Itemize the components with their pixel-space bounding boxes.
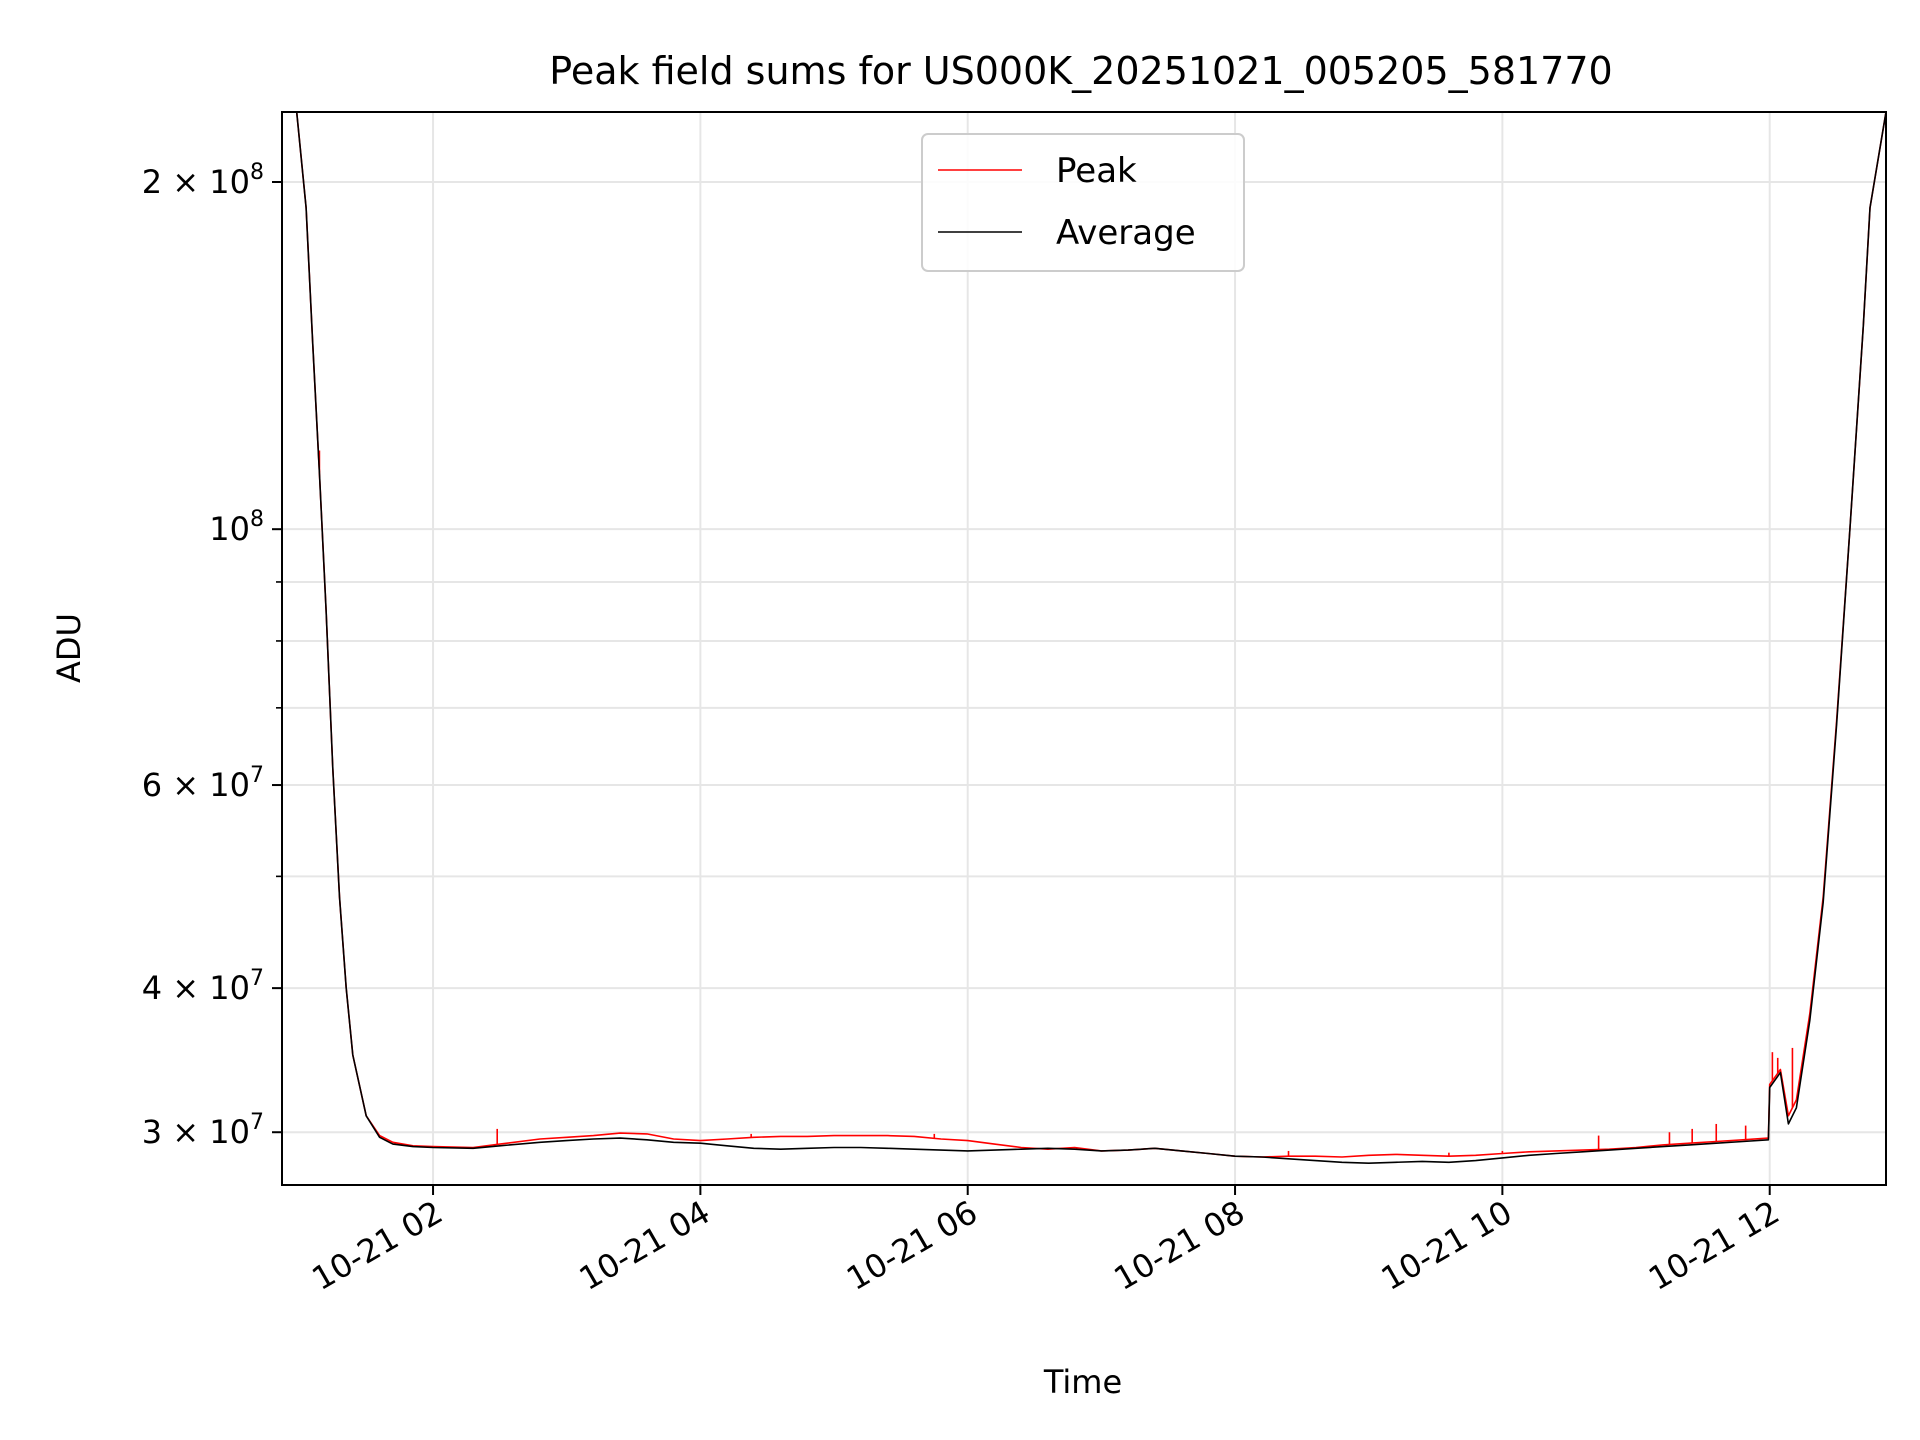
y-tick-label: 108 [209, 507, 264, 548]
grid [282, 112, 1886, 1185]
x-tick-label: 10-21 10 [1375, 1193, 1519, 1298]
plot-frame [281, 111, 1887, 1186]
y-tick-label: 3 × 107 [142, 1110, 264, 1151]
legend-box [921, 133, 1245, 272]
y-axis-ticks: 3 × 107 4 × 107 6 × 107 108 2 × 108 [142, 160, 282, 1151]
y-tick-label: 6 × 107 [142, 763, 264, 804]
series-peak-line [282, 112, 1886, 1158]
x-axis-ticks: 10-21 02 10-21 04 10-21 06 10-21 08 10-21 10… [305, 1185, 1786, 1298]
x-tick-label: 10-21 02 [305, 1193, 449, 1298]
chart-title: Peak field sums for US000K_20251021_0052… [549, 49, 1612, 93]
y-tick-label: 4 × 107 [142, 966, 264, 1007]
x-tick-label: 10-21 04 [573, 1193, 717, 1298]
legend: Peak Average [921, 133, 1245, 272]
x-tick-label: 10-21 12 [1642, 1193, 1786, 1298]
x-tick-label: 10-21 08 [1107, 1193, 1251, 1298]
x-tick-label: 10-21 06 [840, 1193, 984, 1298]
legend-peak-label: Peak [1056, 151, 1137, 191]
legend-average-label: Average [1056, 213, 1196, 253]
series-average-line [282, 112, 1886, 1164]
y-axis-label: ADU [50, 613, 88, 683]
series-layer [282, 112, 1886, 1164]
y-tick-label: 2 × 108 [142, 160, 264, 201]
x-axis-label: Time [1043, 1363, 1122, 1401]
